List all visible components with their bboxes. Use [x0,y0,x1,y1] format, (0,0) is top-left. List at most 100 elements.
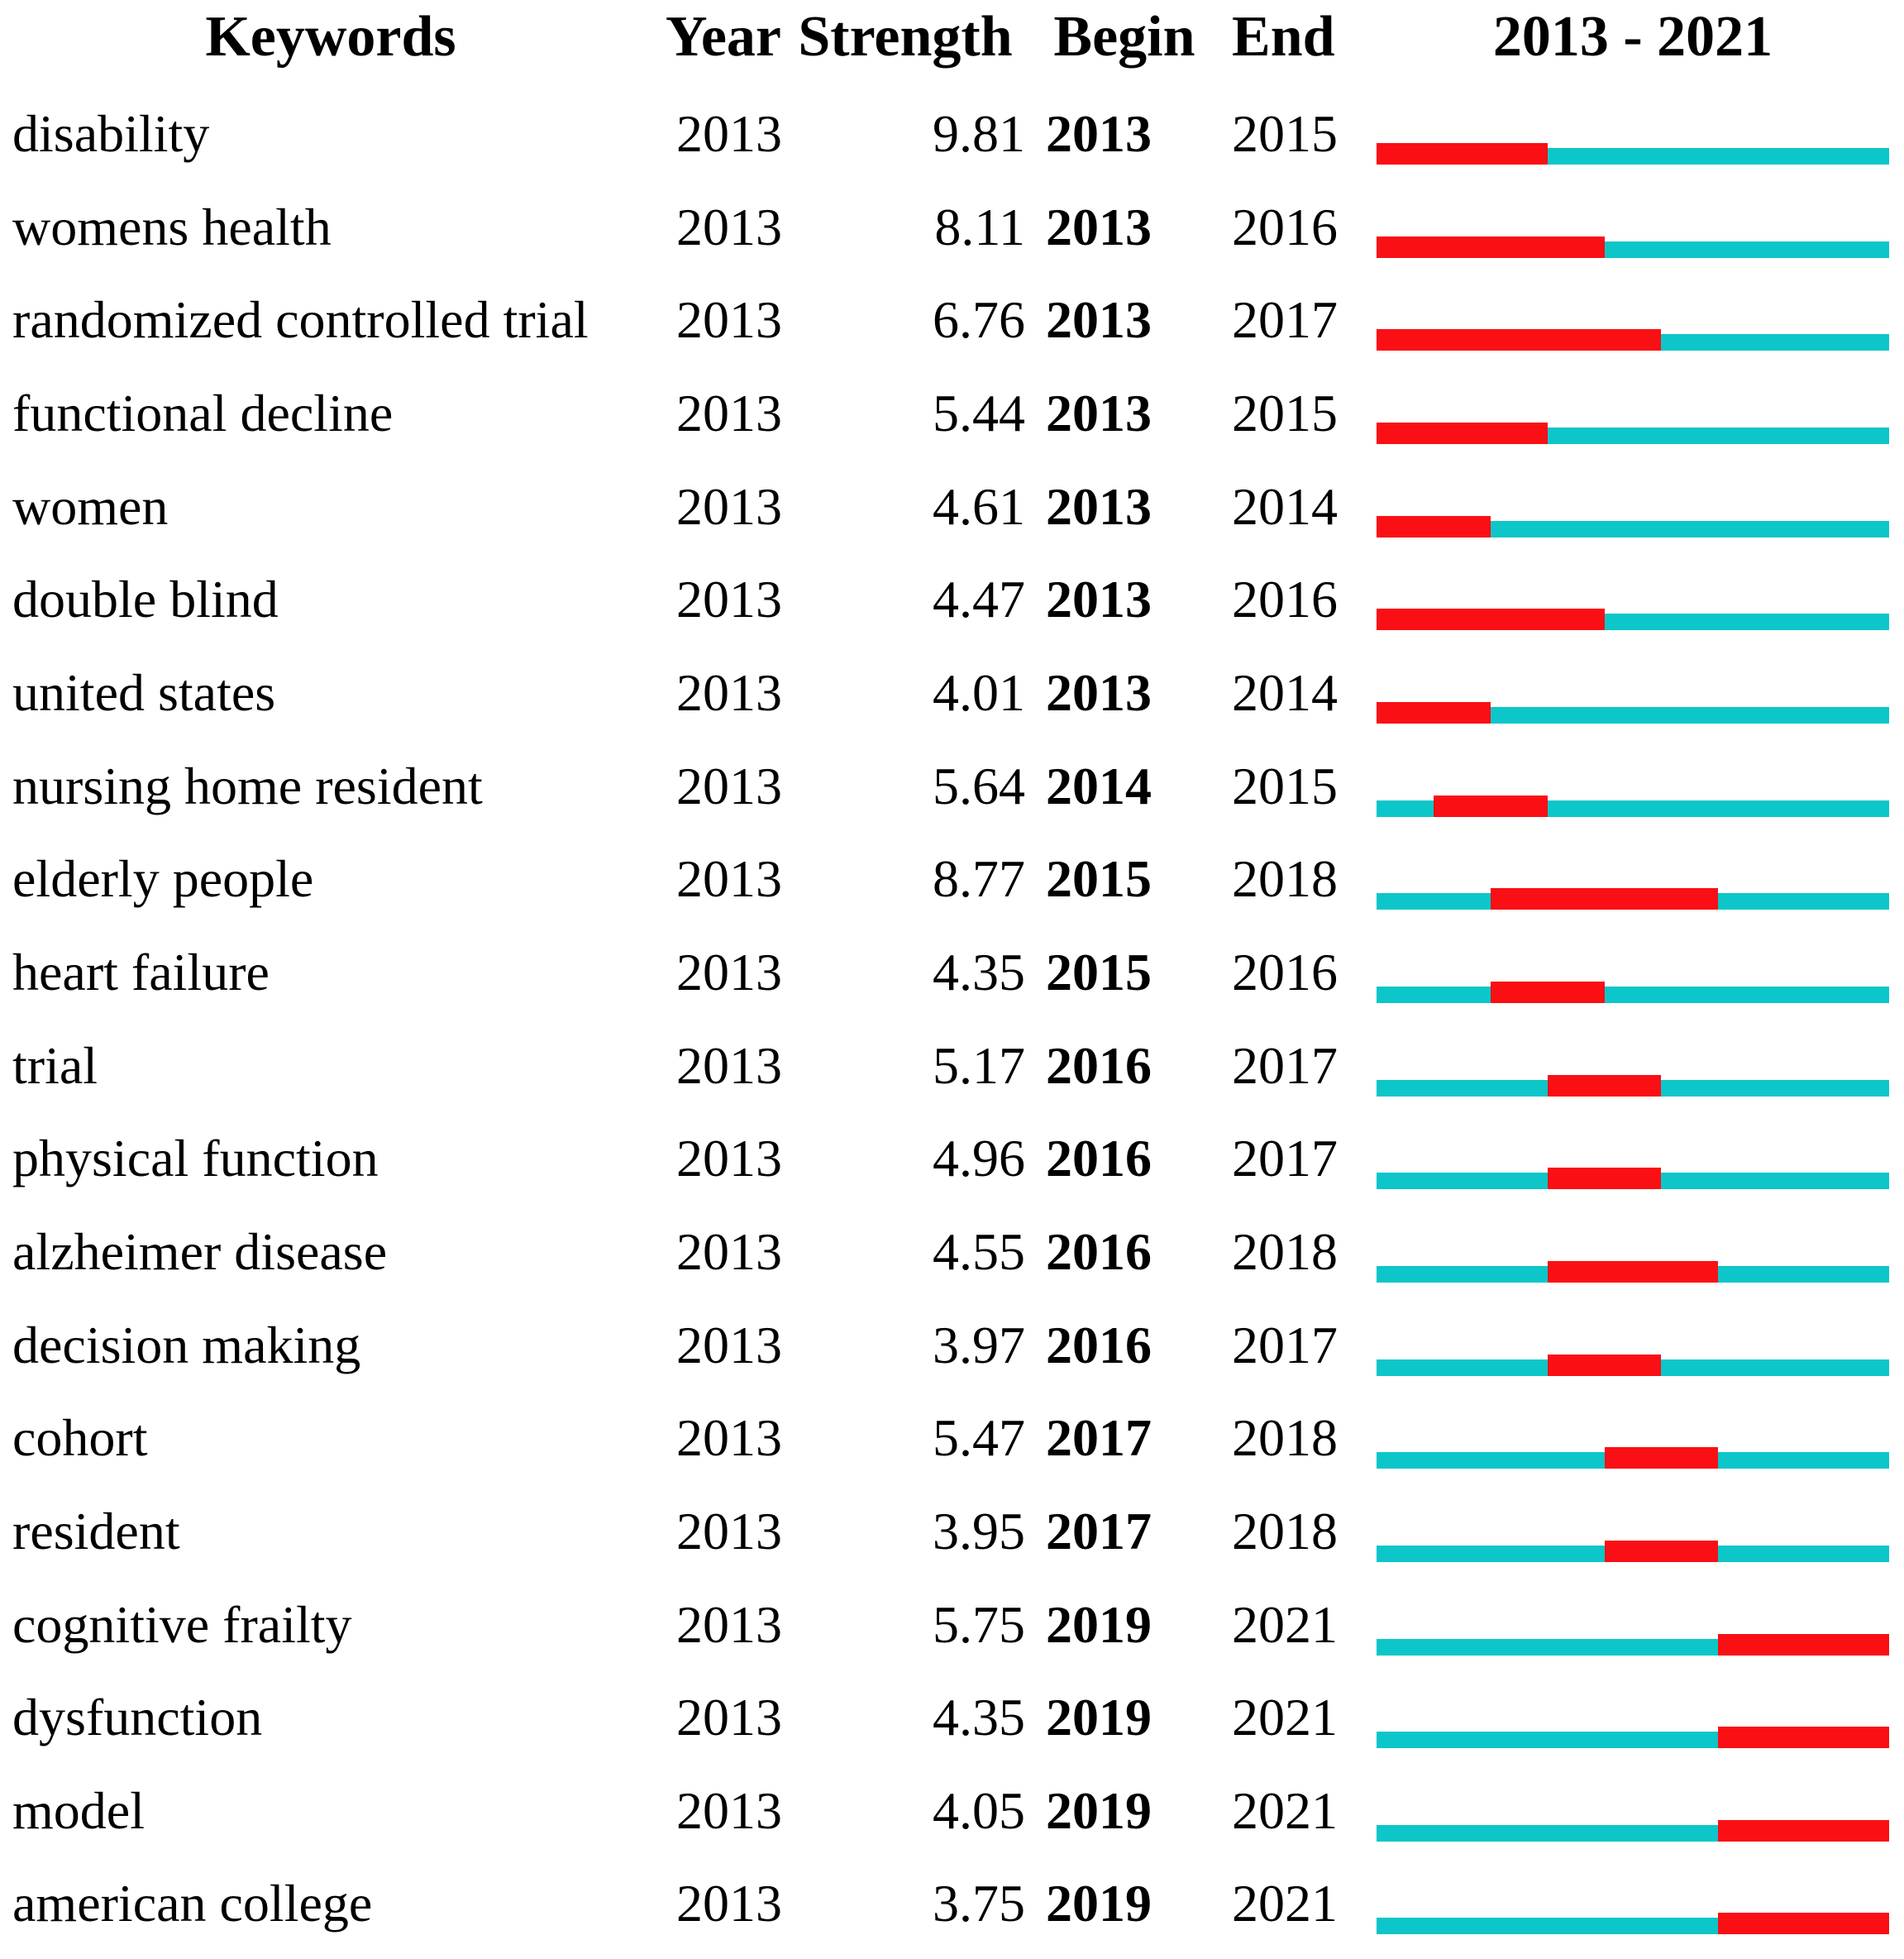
baseline-segment-post [1604,614,1889,631]
header-year: Year [666,5,781,69]
year-cell: 2013 [676,942,782,1001]
baseline-segment-pre [1377,986,1491,1003]
burst-segment [1604,1540,1719,1562]
begin-cell: 2016 [1046,1221,1152,1281]
strength-cell: 5.64 [933,756,1025,815]
strength-cell: 5.44 [933,383,1025,442]
keyword-cell: heart failure [12,942,270,1001]
keyword-cell: united states [12,662,276,722]
strength-cell: 4.96 [933,1129,1025,1188]
burst-segment [1377,422,1548,444]
baseline-segment-post [1490,520,1889,538]
year-cell: 2013 [676,476,782,536]
end-cell: 2015 [1232,756,1338,815]
keyword-cell: cohort [12,1408,148,1468]
baseline-segment-post [1490,706,1889,724]
timeline-cell [1377,841,1889,934]
keyword-cell: alzheimer disease [12,1221,388,1281]
year-cell: 2013 [676,197,782,256]
baseline-segment-post [1718,1545,1889,1562]
end-cell: 2016 [1232,197,1338,256]
burst-segment [1377,329,1662,351]
keyword-cell: dysfunction [12,1688,263,1747]
burst-segment [1490,888,1719,910]
year-cell: 2013 [676,756,782,815]
year-cell: 2013 [676,1780,782,1840]
timeline-bar [1377,329,1889,351]
timeline-cell [1377,1120,1889,1214]
begin-cell: 2014 [1046,756,1152,815]
baseline-segment-pre [1377,1173,1548,1190]
table-row: physical function 2013 4.96 2016 2017 [0,1120,1904,1214]
keyword-cell: trial [12,1035,98,1095]
baseline-segment-post [1547,148,1889,165]
year-cell: 2013 [676,290,782,350]
end-cell: 2021 [1232,1594,1338,1654]
baseline-segment-post [1718,893,1889,910]
baseline-segment-post [1547,427,1889,444]
table-row: disability 2013 9.81 2013 2015 [0,96,1904,189]
timeline-cell [1377,96,1889,189]
baseline-segment-pre [1377,893,1491,910]
burst-segment [1490,981,1605,1003]
timeline-cell [1377,469,1889,562]
header-keywords: Keywords [205,5,456,69]
keyword-cell: decision making [12,1315,361,1374]
begin-cell: 2015 [1046,849,1152,909]
timeline-cell [1377,1400,1889,1493]
baseline-segment-post [1718,1452,1889,1469]
timeline-cell [1377,1773,1889,1866]
timeline-cell [1377,375,1889,469]
timeline-cell [1377,1028,1889,1121]
table-row: women 2013 4.61 2013 2014 [0,469,1904,562]
burst-segment [1718,1727,1889,1749]
table-row: trial 2013 5.17 2016 2017 [0,1028,1904,1121]
timeline-bar [1377,701,1889,724]
end-cell: 2015 [1232,104,1338,163]
end-cell: 2014 [1232,476,1338,536]
baseline-segment-post [1604,986,1889,1003]
year-cell: 2013 [676,1129,782,1188]
table-row: elderly people 2013 8.77 2015 2018 [0,841,1904,934]
baseline-segment-post [1718,1265,1889,1283]
table-row: nursing home resident 2013 5.64 2014 201… [0,748,1904,842]
table-row: american college 2013 3.75 2019 2021 [0,1866,1904,1959]
begin-cell: 2019 [1046,1594,1152,1654]
burst-segment [1377,143,1548,165]
baseline-segment-pre [1377,1265,1548,1283]
table-header: Keywords Year Strength Begin End 2013 - … [0,0,1904,96]
timeline-cell [1377,1493,1889,1587]
year-cell: 2013 [676,1408,782,1468]
end-cell: 2014 [1232,662,1338,722]
baseline-segment-post [1661,1079,1889,1097]
burst-segment [1547,1168,1662,1190]
timeline-bar [1377,515,1889,538]
year-cell: 2013 [676,1221,782,1281]
year-cell: 2013 [676,1594,782,1654]
baseline-segment-pre [1377,1079,1548,1097]
timeline-bar [1377,422,1889,444]
keyword-cell: physical function [12,1129,379,1188]
timeline-cell [1377,1679,1889,1773]
begin-cell: 2016 [1046,1129,1152,1188]
burst-segment [1377,701,1491,724]
end-cell: 2018 [1232,1221,1338,1281]
baseline-segment-pre [1377,1452,1605,1469]
strength-cell: 4.35 [933,1688,1025,1747]
strength-cell: 6.76 [933,290,1025,350]
burst-segment [1377,609,1605,631]
timeline-bar [1377,1540,1889,1562]
keyword-cell: disability [12,104,210,163]
end-cell: 2018 [1232,1501,1338,1560]
timeline-bar [1377,1447,1889,1469]
strength-cell: 9.81 [933,104,1025,163]
strength-cell: 8.77 [933,849,1025,909]
timeline-cell [1377,561,1889,655]
header-end: End [1232,5,1335,69]
burst-segment [1547,1074,1662,1097]
begin-cell: 2019 [1046,1780,1152,1840]
strength-cell: 4.61 [933,476,1025,536]
keyword-cell: womens health [12,197,332,256]
begin-cell: 2013 [1046,662,1152,722]
